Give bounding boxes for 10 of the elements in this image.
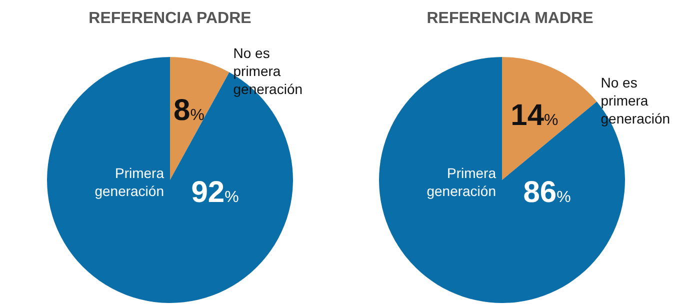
chart-title: REFERENCIA MADRE (426, 10, 594, 28)
data-label: 92% (191, 176, 239, 209)
slice-label: Primera generación (94, 165, 164, 199)
chart-title: REFERENCIA PADRE (88, 10, 252, 28)
data-label: 86% (523, 176, 571, 209)
slice-label: Primera generación (426, 165, 496, 199)
pie-slice (170, 57, 230, 180)
pie-slice (502, 57, 597, 180)
data-label: 14% (510, 99, 558, 132)
data-label: 8% (174, 94, 204, 128)
